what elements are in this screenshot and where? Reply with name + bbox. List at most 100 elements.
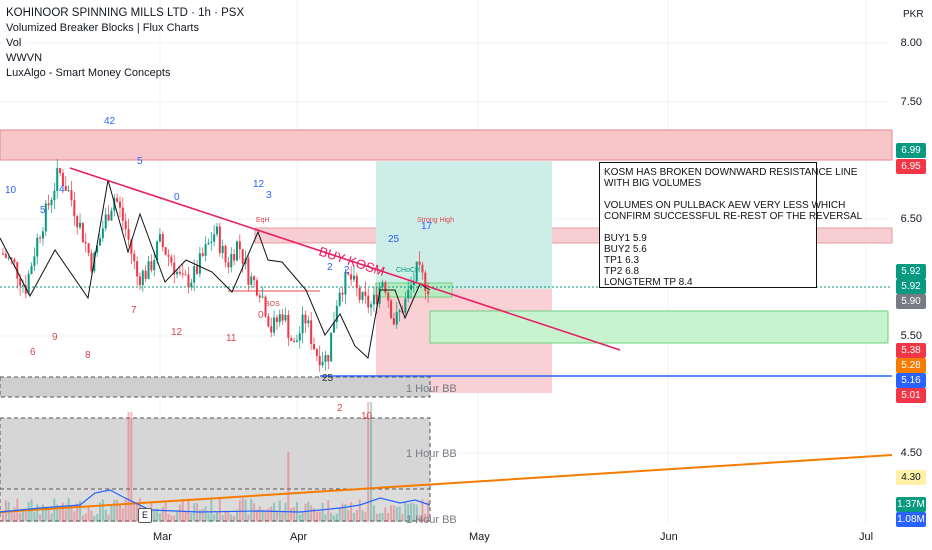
volume-bar <box>284 502 287 522</box>
candle-body <box>253 276 256 281</box>
eqh-label: EqH <box>256 217 270 224</box>
candle-body <box>59 168 62 173</box>
candle-body <box>167 254 170 257</box>
candle-body <box>61 172 64 187</box>
volume-bar <box>50 513 53 522</box>
volume-bar <box>121 508 124 522</box>
candle-body <box>184 274 187 276</box>
volume-bar <box>258 506 261 522</box>
price-tag: 1.37M <box>896 497 926 512</box>
volume-bar <box>370 402 373 522</box>
volume-bar <box>290 507 293 522</box>
indicator-label[interactable]: WWVN <box>6 52 43 64</box>
price-tag: 5.16 <box>896 373 926 388</box>
candle-body <box>13 259 16 263</box>
volume-bar <box>47 508 50 522</box>
volume-bar <box>213 514 216 522</box>
volume-bar <box>196 503 199 522</box>
indicator-label[interactable]: LuxAlgo - Smart Money Concepts <box>6 67 171 79</box>
wave-label: 7 <box>131 305 137 316</box>
candle-body <box>392 318 395 325</box>
candle-body <box>238 241 241 250</box>
candle-body <box>275 317 278 322</box>
volume-bar <box>364 512 367 522</box>
y-tick: 4.50 <box>900 447 922 459</box>
candle-body <box>301 314 304 334</box>
bb-label: 1 Hour BB <box>406 514 457 526</box>
candle-body <box>395 312 398 325</box>
volume-bar <box>350 502 353 522</box>
volume-bar <box>61 502 64 522</box>
bb-label: 1 Hour BB <box>406 383 457 395</box>
volume-bar <box>332 515 335 522</box>
bos-label: BOS <box>265 301 280 308</box>
candle-body <box>367 295 370 308</box>
candle-body <box>118 201 121 208</box>
volume-bar <box>130 412 133 522</box>
candle-body <box>350 274 353 280</box>
breaker-block-1 <box>0 376 431 398</box>
note-line: TP2 6.8 <box>604 266 640 277</box>
candle-body <box>227 262 230 268</box>
candle-body <box>124 220 127 230</box>
candle-body <box>121 207 124 221</box>
volume-bar <box>335 513 338 522</box>
indicator-label[interactable]: Vol <box>6 37 22 49</box>
volume-bar <box>341 503 344 522</box>
candle-body <box>158 234 161 242</box>
candle-body <box>150 261 153 271</box>
candle-body <box>41 231 44 239</box>
analysis-note[interactable]: KOSM HAS BROKEN DOWNWARD RESISTANCE LINE… <box>599 162 862 288</box>
candle-body <box>270 326 273 333</box>
volume-bar <box>421 499 424 522</box>
candle-body <box>261 296 264 298</box>
volume-bar <box>412 503 415 522</box>
volume-bar <box>415 504 418 522</box>
candle-body <box>273 317 276 333</box>
volume-bar <box>24 511 27 522</box>
candle-body <box>310 320 313 344</box>
x-tick: Jun <box>660 531 678 543</box>
volume-bar <box>101 499 104 522</box>
candle-body <box>375 294 378 304</box>
candle-body <box>53 190 56 200</box>
candle-body <box>30 266 33 274</box>
note-line: WITH BIG VOLUMES <box>604 178 702 189</box>
wave-label: 2 <box>327 262 333 273</box>
volume-bar <box>116 499 119 522</box>
candle-body <box>204 244 207 256</box>
indicator-label[interactable]: Volumized Breaker Blocks | Flux Charts <box>6 22 199 34</box>
candle-body <box>424 272 427 291</box>
candle-body <box>101 228 104 239</box>
note-line <box>604 222 816 233</box>
candle-body <box>136 261 139 277</box>
candle-body <box>110 210 113 221</box>
candle-body <box>216 226 218 235</box>
wave-label: 12 <box>171 327 183 338</box>
candle-body <box>418 261 421 265</box>
volume-bar <box>378 513 381 522</box>
earnings-marker[interactable]: E <box>138 508 152 523</box>
volume-bar <box>39 514 42 522</box>
price-tag: 5.01 <box>896 388 926 403</box>
chart-title[interactable]: KOHINOOR SPINNING MILLS LTD · 1h · PSX <box>6 7 245 19</box>
volume-bar <box>204 506 207 522</box>
wave-label: 10 <box>361 411 373 422</box>
candle-body <box>344 272 347 295</box>
candle-body <box>404 298 407 313</box>
candle-body <box>87 243 90 254</box>
volume-bar <box>184 512 187 522</box>
volume-bar <box>318 511 321 522</box>
wave-label: 5 <box>40 205 46 216</box>
candle-body <box>178 271 181 274</box>
volume-bar <box>224 510 227 522</box>
volume-bar <box>76 503 79 522</box>
volume-bar <box>210 499 213 522</box>
volume-bar <box>167 514 170 522</box>
candle-body <box>352 275 355 280</box>
note-line <box>604 189 816 200</box>
candle-body <box>361 291 364 300</box>
volume-bar <box>347 510 350 522</box>
